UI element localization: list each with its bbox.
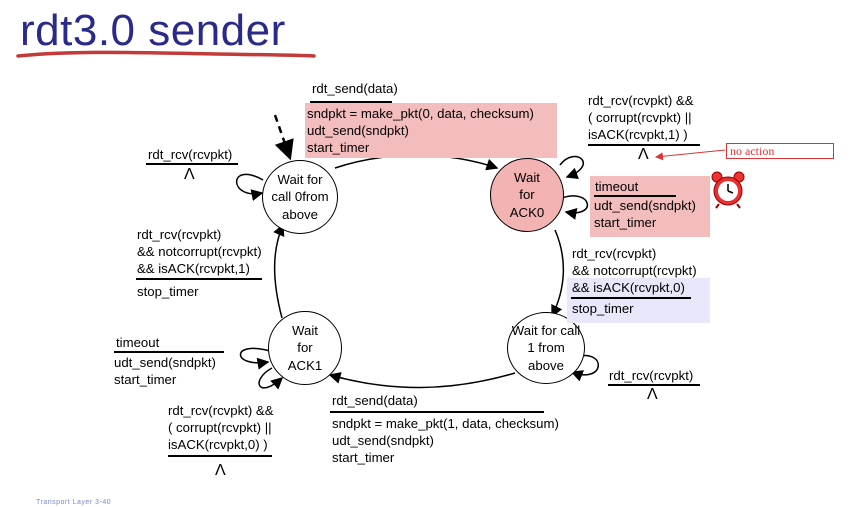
send1-action-3: start_timer — [332, 450, 395, 465]
no-action-note: no action — [726, 143, 834, 159]
ack0-timeout-action-1: udt_send(sndpkt) — [594, 198, 696, 213]
ack1-timeout-action-1: udt_send(sndpkt) — [114, 355, 216, 370]
state-wait-call0: Wait for call 0from above — [262, 160, 338, 234]
ack0-corrupt-lambda: Λ — [638, 146, 649, 163]
page-title: rdt3.0 sender — [20, 6, 286, 55]
ack0-corrupt-bar — [588, 144, 700, 146]
ack0-ok-event-2: && notcorrupt(rcvpkt) — [572, 263, 697, 278]
ack1-ok-event-2: && notcorrupt(rcvpkt) — [137, 244, 262, 259]
state-label: Wait for ACK1 — [287, 322, 323, 373]
loop-s1-timeout — [561, 195, 588, 220]
ack0-ok-event-3: && isACK(rcvpkt,0) — [572, 280, 685, 295]
ack1-corrupt-lambda: Λ — [215, 462, 226, 479]
send1-action-2: udt_send(sndpkt) — [332, 433, 434, 448]
ack1-corrupt-event-3: isACK(rcvpkt,0) ) — [168, 437, 268, 452]
state-label: Wait for call 0from above — [271, 171, 329, 222]
ack0-ok-highlight — [567, 278, 710, 323]
ack1-ok-event-3: && isACK(rcvpkt,1) — [137, 261, 250, 276]
send0-action-2: udt_send(sndpkt) — [307, 123, 409, 138]
send1-event: rdt_send(data) — [332, 393, 418, 408]
initial-arrow — [273, 114, 294, 161]
ack0-corrupt-event-2: ( corrupt(rcvpkt) || — [588, 110, 692, 125]
slide-footer: Transport Layer 3-40 — [36, 499, 112, 506]
state-label: Wait for ACK0 — [509, 169, 545, 220]
ack0-timeout-event: timeout — [595, 179, 639, 194]
loop-s3-top — [239, 347, 271, 370]
ack0-corrupt-event-3: isACK(rcvpkt,1) ) — [588, 127, 688, 142]
state-wait-ack1: Wait for ACK1 — [268, 311, 342, 385]
s2-self-event: rdt_rcv(rcvpkt) — [609, 368, 694, 383]
edge-ack1-ok — [273, 223, 285, 319]
ack1-ok-action: stop_timer — [137, 284, 199, 299]
loop-s1-top — [559, 155, 584, 180]
edge-send1 — [328, 372, 516, 389]
ack0-ok-action: stop_timer — [572, 301, 634, 316]
ack1-corrupt-event-1: rdt_rcv(rcvpkt) && — [168, 403, 274, 418]
send1-bar — [330, 411, 544, 413]
s0-self-event: rdt_rcv(rcvpkt) — [148, 147, 233, 162]
edge-ack0-ok — [551, 229, 565, 318]
ack0-timeout-action-2: start_timer — [594, 215, 657, 230]
send0-action-1: sndpkt = make_pkt(0, data, checksum) — [307, 106, 534, 121]
alarm-clock-icon — [711, 171, 745, 209]
s2-self-bar — [608, 384, 700, 386]
loop-s2 — [570, 354, 599, 382]
state-wait-ack0: Wait for ACK0 — [490, 158, 564, 232]
s0-self-lambda: Λ — [184, 166, 195, 183]
loop-s0 — [236, 173, 264, 201]
title-underline — [16, 50, 316, 58]
state-label: Wait for call 1 from above — [511, 322, 581, 373]
ack1-timeout-action-2: start_timer — [114, 372, 177, 387]
ack1-corrupt-event-2: ( corrupt(rcvpkt) || — [168, 420, 272, 435]
ack1-timeout-event: timeout — [116, 335, 160, 350]
ack1-ok-bar — [136, 278, 262, 280]
ack0-timeout-highlight — [590, 176, 710, 237]
send0-action-3: start_timer — [307, 140, 370, 155]
send1-action-1: sndpkt = make_pkt(1, data, checksum) — [332, 416, 559, 431]
s0-self-bar — [146, 163, 238, 165]
ack0-timeout-bar — [594, 195, 676, 197]
ack1-timeout-bar — [114, 351, 224, 353]
ack0-ok-bar — [571, 297, 691, 299]
send0-bar — [310, 101, 392, 103]
send0-highlight — [305, 103, 557, 158]
loop-s3-bottom — [258, 367, 284, 390]
state-wait-call1: Wait for call 1 from above — [507, 312, 585, 384]
ack0-corrupt-event-1: rdt_rcv(rcvpkt) && — [588, 93, 694, 108]
s2-self-lambda: Λ — [647, 386, 658, 403]
ack1-ok-event-1: rdt_rcv(rcvpkt) — [137, 227, 222, 242]
no-action-arrow — [655, 149, 726, 161]
ack1-corrupt-bar — [168, 455, 272, 457]
ack0-ok-event-1: rdt_rcv(rcvpkt) — [572, 246, 657, 261]
send0-event: rdt_send(data) — [312, 81, 398, 96]
